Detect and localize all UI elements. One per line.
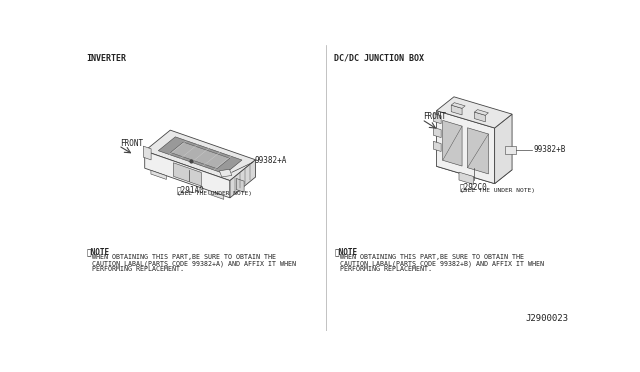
Polygon shape: [230, 160, 255, 198]
Text: CAUTION LABAL(PARTS CODE 99382+B) AND AFFIX IT WHEN: CAUTION LABAL(PARTS CODE 99382+B) AND AF…: [340, 260, 545, 267]
Polygon shape: [459, 172, 474, 185]
Polygon shape: [158, 137, 242, 174]
Polygon shape: [495, 114, 512, 184]
Polygon shape: [208, 190, 224, 199]
Text: DC/DC JUNCTION BOX: DC/DC JUNCTION BOX: [334, 54, 424, 63]
Text: FRONT: FRONT: [423, 112, 447, 121]
Text: ※NOTE: ※NOTE: [86, 247, 109, 256]
Text: (SEE THE UNDER NOTE): (SEE THE UNDER NOTE): [460, 188, 535, 193]
Text: J2900023: J2900023: [525, 314, 568, 323]
Polygon shape: [143, 146, 151, 160]
Polygon shape: [474, 112, 485, 122]
Polygon shape: [443, 121, 462, 166]
Text: INVERTER: INVERTER: [86, 54, 126, 63]
Text: FRONT: FRONT: [120, 140, 143, 148]
Text: ※292C0: ※292C0: [460, 182, 488, 191]
Polygon shape: [433, 127, 441, 138]
Polygon shape: [436, 97, 512, 128]
Polygon shape: [451, 105, 462, 115]
Text: PERFORMING REPLACEMENT.: PERFORMING REPLACEMENT.: [340, 266, 433, 272]
Text: CAUTION LABAL(PARTS CODE 99382+A) AND AFFIX IT WHEN: CAUTION LABAL(PARTS CODE 99382+A) AND AF…: [92, 260, 296, 267]
Text: WHEN OBTAINING THIS PART,BE SURE TO OBTAIN THE: WHEN OBTAINING THIS PART,BE SURE TO OBTA…: [340, 254, 524, 260]
Text: ※NOTE: ※NOTE: [334, 247, 357, 256]
Polygon shape: [433, 113, 441, 124]
Polygon shape: [145, 151, 230, 198]
Polygon shape: [505, 146, 516, 154]
Polygon shape: [474, 110, 488, 115]
Polygon shape: [236, 179, 244, 192]
Polygon shape: [451, 103, 465, 108]
Polygon shape: [170, 142, 230, 169]
Text: 99382+B: 99382+B: [533, 145, 566, 154]
Polygon shape: [467, 128, 488, 174]
Polygon shape: [436, 153, 512, 184]
Polygon shape: [145, 130, 255, 180]
Polygon shape: [433, 141, 441, 151]
Polygon shape: [220, 169, 232, 177]
Text: PERFORMING REPLACEMENT.: PERFORMING REPLACEMENT.: [92, 266, 184, 272]
Text: WHEN OBTAINING THIS PART,BE SURE TO OBTAIN THE: WHEN OBTAINING THIS PART,BE SURE TO OBTA…: [92, 254, 276, 260]
Text: ※291A0: ※291A0: [177, 185, 205, 194]
Polygon shape: [173, 163, 202, 186]
Text: 99382+A: 99382+A: [254, 156, 287, 165]
Polygon shape: [436, 110, 495, 184]
Text: (SEE THE UNDER NOTE): (SEE THE UNDER NOTE): [177, 191, 252, 196]
Polygon shape: [151, 170, 166, 179]
